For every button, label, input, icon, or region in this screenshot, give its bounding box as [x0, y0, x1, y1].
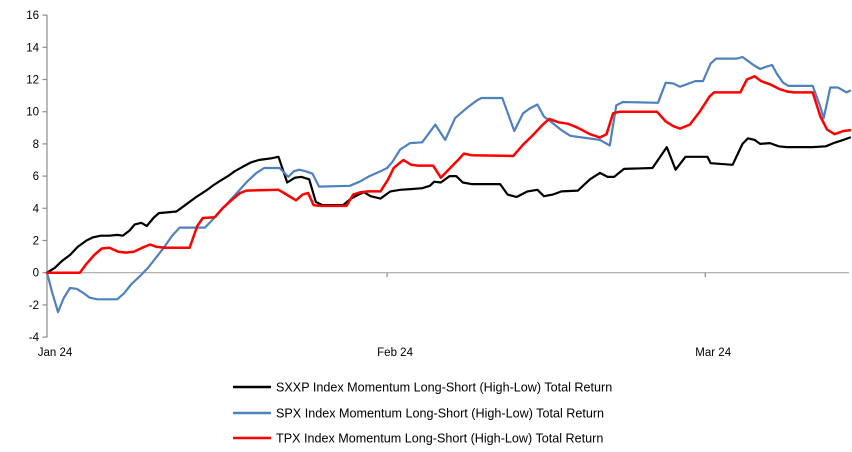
y-tick-label: 6: [33, 171, 39, 183]
series-line-tpx: [45, 75, 852, 274]
legend-label-spx: SPX Index Momentum Long-Short (High-Low)…: [276, 406, 604, 420]
y-tick-label: 14: [26, 42, 39, 54]
y-tick-label: 2: [33, 236, 39, 248]
y-tick-label: -4: [29, 332, 40, 344]
series-line-spx: [45, 55, 852, 314]
y-tick-label: 0: [33, 268, 39, 280]
x-tick-label: Feb 24: [377, 347, 413, 359]
legend-label-tpx: TPX Index Momentum Long-Short (High-Low)…: [276, 431, 603, 445]
legend-label-sxxp: SXXP Index Momentum Long-Short (High-Low…: [276, 380, 612, 394]
y-tick-label: 10: [26, 107, 39, 119]
y-tick-label: 4: [33, 203, 40, 215]
x-tick-label: Jan 24: [38, 347, 73, 359]
y-tick-label: 8: [33, 139, 39, 151]
series-line-sxxp: [45, 136, 852, 274]
y-tick-label: 16: [26, 10, 39, 22]
y-tick-label: 12: [26, 75, 39, 87]
y-tick-label: -2: [29, 300, 39, 312]
x-tick-label: Mar 24: [695, 347, 731, 359]
